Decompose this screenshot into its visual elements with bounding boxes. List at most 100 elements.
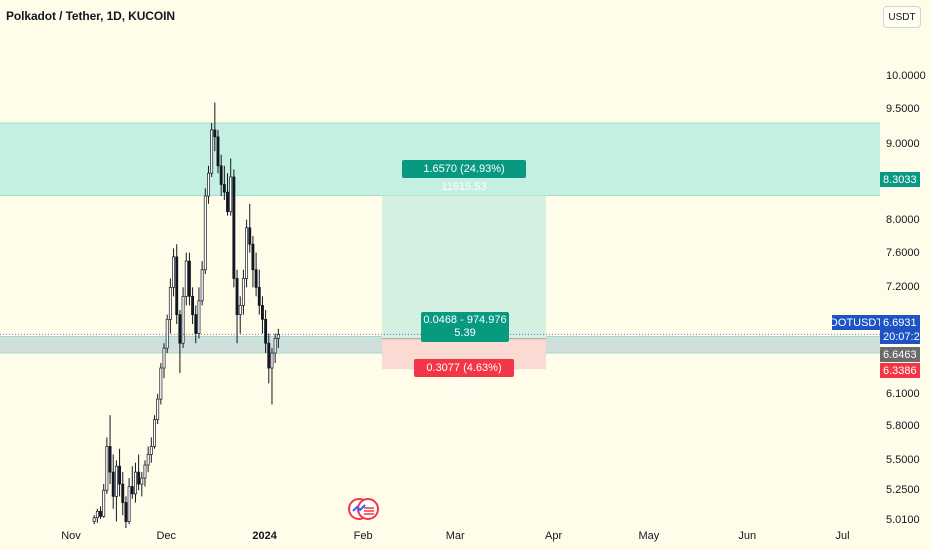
candle-body-28: [178, 314, 182, 344]
x-tick-label: Apr: [545, 530, 563, 542]
candle-body-8: [114, 465, 118, 497]
candle-10: [121, 472, 125, 516]
y-tick-label: 9.5000: [886, 103, 920, 116]
candle-54: [261, 296, 264, 334]
candle-body-19: [149, 446, 153, 455]
candle-body-57: [270, 352, 274, 369]
candle-body-30: [184, 260, 188, 297]
candle-3: [99, 506, 102, 519]
candle-18: [146, 446, 150, 473]
candle-body-23: [162, 347, 166, 369]
candle-37: [207, 165, 210, 204]
target-price-label: 8.3033: [880, 172, 920, 187]
y-tick-label: 6.1000: [886, 387, 920, 400]
candle-24: [165, 314, 169, 354]
candle-body-5: [105, 446, 109, 491]
x-tick-label: Jul: [835, 530, 850, 542]
candle-26: [172, 248, 175, 297]
x-tick-label: Dec: [156, 530, 177, 542]
candle-21: [156, 393, 160, 425]
candle-5: [105, 437, 109, 494]
y-tick-label: 5.8000: [886, 420, 920, 433]
candle-25: [168, 278, 172, 334]
candle-55: [264, 310, 268, 354]
candle-body-3: [99, 510, 102, 517]
candle-9: [118, 448, 122, 497]
candle-41: [219, 154, 223, 197]
currency-button[interactable]: USDT: [883, 6, 921, 28]
candle-46: [235, 269, 239, 344]
candle-body-44: [229, 176, 233, 213]
candle-8: [114, 460, 118, 522]
candle-body-39: [213, 129, 217, 138]
candle-body-32: [191, 295, 195, 316]
x-tick-label: Feb: [353, 530, 373, 542]
target-label: 1.6570 (24.93%) 11615.53: [402, 160, 526, 193]
stop-price-label: 6.3386: [880, 363, 920, 378]
candle-body-26: [172, 256, 175, 288]
x-tick-label: Mar: [445, 530, 465, 542]
candle-42: [222, 165, 226, 200]
candle-11: [124, 496, 128, 528]
candle-body-51: [251, 243, 255, 271]
candle-44: [229, 158, 233, 216]
candle-body-17: [143, 464, 147, 479]
candle-33: [194, 305, 198, 344]
candle-27: [175, 244, 179, 325]
candle-body-27: [175, 256, 179, 316]
candle-body-56: [267, 342, 271, 369]
candle-30: [184, 252, 188, 306]
stop-label: 0.3077 (4.63%) 9700: [414, 359, 514, 392]
y-tick-label: 7.6000: [886, 246, 920, 259]
candle-body-45: [232, 176, 236, 279]
candle-48: [241, 269, 245, 315]
x-tick-label: Jun: [738, 530, 757, 542]
candle-49: [245, 219, 249, 288]
candle-body-42: [222, 184, 226, 193]
candle-22: [159, 362, 163, 405]
candle-6: [108, 415, 112, 485]
y-tick-label: 7.2000: [886, 281, 920, 294]
candle-body-13: [130, 486, 134, 495]
candle-body-12: [127, 486, 131, 522]
y-tick-label: 5.0100: [886, 514, 920, 527]
y-tick-label: 8.0000: [886, 213, 920, 226]
candle-13: [130, 466, 134, 499]
candle-12: [127, 478, 131, 525]
candle-body-20: [153, 419, 156, 447]
candle-32: [191, 287, 195, 325]
candle-body-15: [137, 471, 141, 485]
candle-body-21: [156, 398, 160, 420]
candle-58: [273, 333, 277, 363]
x-tick-label: Nov: [61, 530, 81, 542]
candle-31: [187, 252, 191, 306]
candle-body-2: [95, 510, 99, 519]
y-tick-label: 9.0000: [886, 138, 920, 150]
center-label-line2: 5.39: [454, 327, 476, 339]
candle-body-59: [276, 334, 280, 339]
candle-body-1: [92, 517, 96, 522]
candle-7: [111, 454, 115, 509]
y-tick-label: 5.5000: [886, 454, 920, 467]
candle-body-16: [140, 477, 144, 485]
x-tick-label: May: [638, 530, 660, 542]
candle-body-29: [181, 295, 185, 344]
candle-body-18: [146, 454, 150, 466]
candle-body-46: [235, 278, 239, 316]
entry-price-label: 6.6463: [880, 347, 920, 362]
tradingview-logo-icon[interactable]: [347, 497, 381, 521]
candle-38: [210, 122, 214, 177]
candle-45: [232, 169, 236, 288]
candle-53: [257, 269, 261, 315]
candle-body-37: [207, 172, 210, 197]
candle-body-36: [203, 195, 207, 271]
candle-body-43: [226, 191, 229, 213]
candle-4: [102, 484, 106, 518]
countdown-label: 20:07:27: [880, 329, 926, 344]
candle-body-38: [210, 129, 214, 174]
candle-39: [213, 102, 217, 152]
x-tick-label: 2024: [252, 530, 277, 542]
candle-body-31: [187, 260, 191, 297]
candle-17: [143, 460, 147, 487]
